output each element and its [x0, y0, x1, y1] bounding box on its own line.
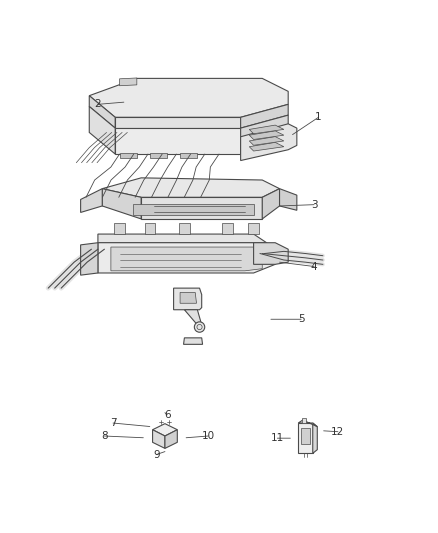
Text: 1: 1: [315, 112, 322, 122]
Polygon shape: [179, 223, 190, 234]
Text: 2: 2: [95, 99, 101, 109]
Polygon shape: [111, 247, 262, 271]
Polygon shape: [180, 293, 197, 303]
Text: 8: 8: [101, 431, 108, 441]
Polygon shape: [249, 131, 284, 140]
Polygon shape: [115, 117, 240, 128]
Polygon shape: [249, 125, 284, 134]
Polygon shape: [120, 153, 137, 158]
Polygon shape: [89, 107, 115, 154]
Polygon shape: [240, 104, 288, 128]
Text: 11: 11: [271, 433, 284, 443]
Polygon shape: [165, 430, 177, 448]
Polygon shape: [279, 189, 297, 211]
Polygon shape: [89, 96, 115, 128]
Polygon shape: [102, 189, 141, 219]
Polygon shape: [152, 424, 177, 436]
Polygon shape: [301, 427, 310, 444]
Polygon shape: [114, 223, 125, 234]
Polygon shape: [249, 142, 284, 151]
Polygon shape: [184, 310, 202, 325]
Polygon shape: [302, 417, 307, 423]
Polygon shape: [89, 78, 288, 117]
Polygon shape: [184, 338, 202, 344]
Text: 6: 6: [164, 410, 170, 420]
Polygon shape: [254, 243, 288, 264]
Circle shape: [194, 322, 205, 332]
Polygon shape: [141, 197, 262, 219]
Polygon shape: [115, 128, 240, 154]
Text: 12: 12: [331, 427, 345, 437]
Polygon shape: [150, 153, 167, 158]
Polygon shape: [313, 423, 317, 453]
Polygon shape: [240, 124, 297, 160]
Polygon shape: [120, 78, 137, 86]
Polygon shape: [262, 189, 279, 219]
Polygon shape: [81, 243, 98, 275]
Polygon shape: [133, 204, 254, 215]
Polygon shape: [240, 115, 288, 154]
Polygon shape: [81, 189, 102, 213]
Polygon shape: [98, 243, 275, 273]
Text: 7: 7: [110, 418, 117, 428]
Text: 3: 3: [311, 200, 318, 209]
Polygon shape: [152, 430, 165, 448]
Polygon shape: [298, 420, 317, 427]
Polygon shape: [145, 223, 155, 234]
Polygon shape: [102, 178, 279, 197]
Polygon shape: [249, 136, 284, 146]
Text: 9: 9: [153, 450, 159, 459]
Polygon shape: [173, 288, 202, 310]
Polygon shape: [248, 223, 259, 234]
Polygon shape: [180, 153, 198, 158]
Polygon shape: [98, 234, 267, 243]
Text: 4: 4: [311, 262, 318, 271]
Polygon shape: [298, 423, 313, 453]
Text: 10: 10: [201, 431, 215, 441]
Polygon shape: [223, 223, 233, 234]
Text: 5: 5: [298, 314, 304, 324]
